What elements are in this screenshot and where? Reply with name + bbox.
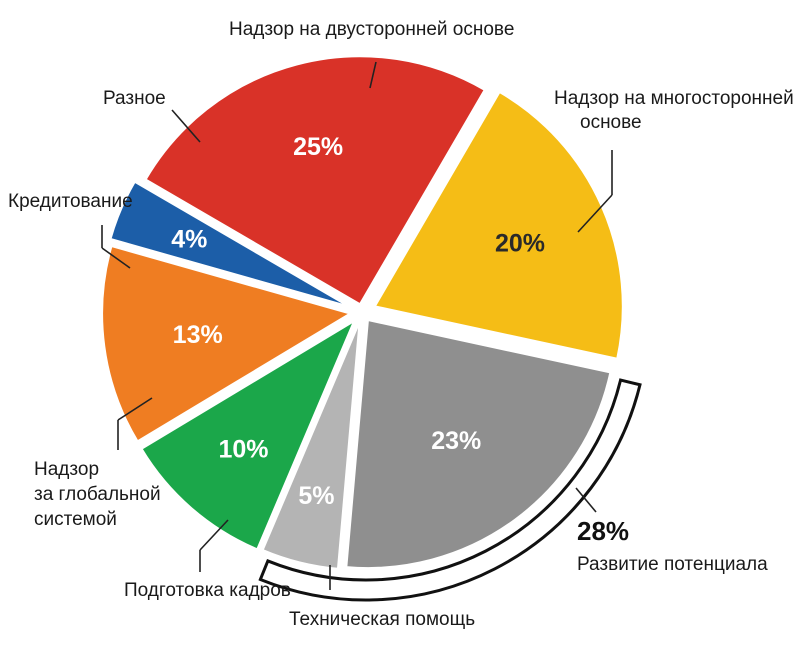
slice-percent-techassist: 23% — [431, 427, 481, 455]
leader-line-lending-2 — [101, 247, 131, 269]
label-lending: Кредитование — [8, 191, 133, 212]
leader-line-capacity — [575, 487, 597, 513]
pie-slices — [101, 55, 624, 570]
label-bilateral: Надзор на двусторонней основе — [229, 19, 514, 40]
label-multilateral-line2: основе — [580, 112, 642, 133]
pie-slice-misc — [109, 180, 350, 308]
pie-slice-bilateral — [144, 55, 487, 306]
leader-line-misc — [171, 109, 201, 143]
capacity-group-label: Развитие потенциала — [577, 554, 768, 575]
capacity-development-bracket — [258, 378, 642, 602]
slice-percent-labels: 25% 20% 23% 5% 10% 13% 4% — [171, 133, 545, 510]
slice-percent-bilateral: 25% — [293, 133, 343, 161]
label-multilateral-line1: Надзор на многосторонней — [554, 88, 794, 109]
label-techassist: Техническая помощь — [289, 609, 475, 630]
label-global-line2: за глобальной — [34, 484, 161, 505]
leader-line-bilateral — [369, 61, 377, 89]
leader-line-global-2 — [117, 397, 153, 421]
slice-percent-global: 10% — [218, 435, 268, 463]
slice-percent-lending: 13% — [173, 321, 223, 349]
pie-slice-training — [261, 321, 361, 570]
label-training: Подготовка кадров — [124, 580, 291, 601]
pie-slice-lending — [101, 244, 353, 443]
pie-slice-global — [140, 318, 357, 551]
label-misc: Разное — [103, 88, 166, 109]
slice-percent-training: 5% — [298, 482, 334, 510]
pie-slice-techassist — [345, 318, 612, 570]
label-global-line1: Надзор — [34, 459, 99, 480]
label-global-line3: системой — [34, 509, 117, 530]
capacity-group-percent: 28% — [577, 516, 629, 546]
slice-percent-misc: 4% — [171, 226, 207, 254]
leader-line-multilateral-2 — [577, 194, 613, 233]
leader-line-training-2 — [199, 519, 229, 551]
leader-lines — [101, 61, 613, 590]
slice-percent-multilateral: 20% — [495, 229, 545, 257]
